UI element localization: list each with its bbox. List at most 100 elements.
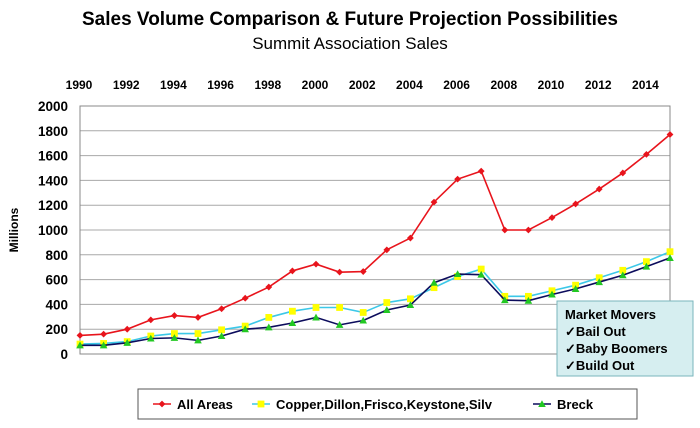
x-axis-ticks: 1990 1992 1994 1996 1998 2000 2002 2004 2006 2008… <box>66 78 659 92</box>
data-point <box>265 283 273 291</box>
data-point <box>525 292 532 300</box>
data-point <box>642 262 651 270</box>
data-point <box>666 131 674 138</box>
data-point <box>383 306 391 314</box>
data-point <box>666 248 674 256</box>
data-point <box>619 266 627 274</box>
chart-subtitle: Summit Association Sales <box>252 34 448 53</box>
series-line <box>80 257 671 347</box>
data-point <box>619 169 627 177</box>
data-point <box>666 254 674 261</box>
y-tick-label: 0 <box>60 347 68 362</box>
x-tick-label: 2014 <box>632 78 659 92</box>
data-point <box>194 330 202 337</box>
data-point <box>406 301 415 309</box>
data-point <box>359 268 367 275</box>
series-3 <box>76 254 674 349</box>
x-tick-label: 2006 <box>443 78 470 92</box>
legend-item: All Areas <box>153 397 233 412</box>
legend-swatch-marker <box>257 400 265 408</box>
data-point <box>359 309 367 316</box>
data-point <box>572 200 579 208</box>
data-point <box>76 332 84 339</box>
legend-item: Breck <box>533 397 594 412</box>
x-tick-label: 2004 <box>396 78 423 92</box>
data-point <box>548 290 556 298</box>
data-point <box>123 325 131 333</box>
data-point <box>477 270 485 278</box>
grid <box>80 130 670 330</box>
x-tick-label: 1998 <box>254 78 281 92</box>
data-point <box>171 312 178 319</box>
data-point <box>548 214 556 221</box>
y-tick-label: 1800 <box>38 124 68 139</box>
data-point <box>312 313 320 321</box>
y-tick-label: 400 <box>45 297 68 312</box>
data-point <box>147 316 155 324</box>
data-point <box>194 314 202 321</box>
data-point <box>289 307 296 315</box>
x-tick-label: 2008 <box>490 78 517 92</box>
data-point <box>407 295 414 303</box>
data-point <box>571 285 580 292</box>
y-tick-label: 600 <box>45 273 68 288</box>
y-tick-label: 1400 <box>38 173 68 188</box>
legend-label: All Areas <box>177 397 233 412</box>
data-point <box>289 267 296 275</box>
legend-frame <box>137 388 638 420</box>
annotation-item: ✓Baby Boomers <box>565 341 668 356</box>
data-point <box>643 150 650 158</box>
series-1 <box>76 131 674 339</box>
x-tick-label: 2012 <box>585 78 612 92</box>
annotation-title: Market Movers <box>565 307 656 322</box>
data-point <box>336 268 343 276</box>
data-point <box>241 325 249 333</box>
data-point <box>525 226 532 234</box>
x-tick-label: 2002 <box>349 78 376 92</box>
data-point <box>288 319 297 327</box>
data-point <box>218 326 225 334</box>
data-point <box>477 167 485 175</box>
data-point <box>595 274 603 282</box>
data-point <box>265 314 273 321</box>
data-point <box>123 339 131 346</box>
data-point <box>171 330 178 337</box>
x-tick-label: 2010 <box>538 78 565 92</box>
data-point <box>99 341 108 349</box>
data-point <box>430 284 438 292</box>
data-point <box>147 334 155 342</box>
data-point <box>524 296 533 304</box>
data-point <box>312 260 320 268</box>
y-axis-ticks: 0 200 400 600 800 1000 1200 1400 1600 1800 2000 <box>38 99 68 362</box>
y-tick-label: 2000 <box>38 99 68 114</box>
data-point <box>454 175 461 183</box>
data-point <box>194 336 202 344</box>
plot-frame <box>79 105 671 355</box>
x-tick-label: 1996 <box>207 78 234 92</box>
data-point <box>477 265 485 273</box>
y-tick-label: 1000 <box>38 223 68 238</box>
data-point <box>595 185 603 193</box>
data-point <box>335 321 344 328</box>
data-point <box>100 330 107 338</box>
x-tick-label: 2000 <box>302 78 329 92</box>
data-point <box>218 305 225 313</box>
y-tick-label: 1600 <box>38 149 68 164</box>
data-point <box>501 226 509 234</box>
annotation-item: ✓Build Out <box>565 358 635 373</box>
y-axis-label: Millions <box>7 207 21 252</box>
y-tick-label: 1200 <box>38 198 68 213</box>
data-point <box>407 234 414 242</box>
legend-swatch-marker <box>538 400 546 408</box>
annotation-box: Market Movers ✓Bail Out ✓Baby Boomers ✓B… <box>556 300 694 377</box>
series-layer <box>76 131 674 349</box>
chart-title: Sales Volume Comparison & Future Project… <box>82 9 618 30</box>
data-point <box>170 334 179 341</box>
data-point <box>217 332 226 340</box>
legend-label: Breck <box>557 397 594 412</box>
legend-label: Copper,Dillon,Frisco,Keystone,Silv <box>276 397 493 412</box>
series-line <box>79 133 671 337</box>
data-point <box>76 341 84 349</box>
data-point <box>383 246 391 254</box>
